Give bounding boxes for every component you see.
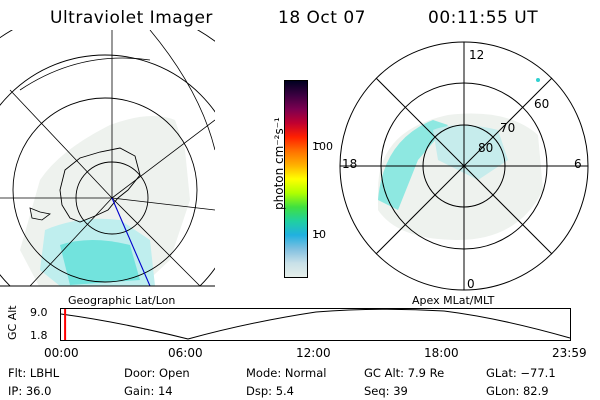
left-panel-label: Geographic Lat/Lon [68, 294, 176, 307]
timeline-ytick-min: 1.8 [30, 329, 48, 342]
dsp-value: 5.4 [275, 384, 294, 398]
colorbar [284, 80, 308, 278]
colorbar-tickmark [315, 233, 320, 234]
glon-value: 82.9 [522, 384, 549, 398]
timeline-ytick-max: 9.0 [30, 306, 48, 319]
gain-value: 14 [157, 384, 173, 398]
colorbar-tickmark [315, 143, 320, 144]
ip-value: 36.0 [25, 384, 52, 398]
mode-value: Normal [284, 366, 327, 380]
antarctica-outline [59, 147, 141, 223]
satellite-track-line [111, 197, 151, 286]
timeline-xtick-0600: 06:00 [168, 346, 203, 360]
image-time: 00:11:55 UT [428, 8, 539, 28]
lat-label-70: 70 [500, 121, 515, 135]
mlt-label-6: 6 [574, 157, 582, 171]
instrument-title: Ultraviolet Imager [50, 8, 213, 28]
current-time-marker [64, 309, 67, 340]
timeline-xtick-1200: 12:00 [296, 346, 331, 360]
glon-info: GLon: 82.9 [486, 384, 549, 398]
mlt-label-18: 18 [342, 157, 357, 171]
geographic-map [0, 30, 215, 287]
seq-value: 39 [393, 384, 408, 398]
altitude-curve [60, 308, 571, 340]
glat-value: −77.1 [520, 366, 556, 380]
filter-info: Flt: LBHL [8, 366, 60, 380]
lat-label-80: 80 [478, 141, 493, 155]
filter-value: LBHL [29, 366, 60, 380]
right-panel-label: Apex MLat/MLT [412, 294, 495, 307]
mlt-label-12: 12 [469, 48, 484, 62]
ip-info: IP: 36.0 [8, 384, 52, 398]
colorbar-tick-10: 10 [312, 228, 326, 241]
door-info: Door: Open [124, 366, 190, 380]
altitude-timeline [60, 308, 571, 341]
dsp-info: Dsp: 5.4 [246, 384, 294, 398]
gain-info: Gain: 14 [124, 384, 173, 398]
timeline-xtick-1800: 18:00 [424, 346, 459, 360]
colorbar-unit-label: photon cm⁻²s⁻¹ [272, 117, 286, 210]
mlt-label-0: 0 [467, 277, 475, 291]
glat-info: GLat: −77.1 [486, 366, 556, 380]
gcalt-value: 7.9 Re [407, 366, 445, 380]
seq-info: Seq: 39 [364, 384, 408, 398]
aurora-core [60, 240, 140, 285]
timeline-xtick-2359: 23:59 [552, 346, 587, 360]
gcalt-info: GC Alt: 7.9 Re [364, 366, 445, 380]
apex-polar-plot: 12 18 6 0 60 70 80 [339, 41, 589, 291]
door-value: Open [158, 366, 190, 380]
colorbar-gradient [285, 81, 307, 277]
lat-label-60: 60 [534, 97, 549, 111]
timeline-axis-label: GC Alt [6, 305, 19, 340]
colorbar-tick-100: 100 [312, 140, 333, 153]
peninsula-outline [29, 207, 51, 221]
timeline-xtick-0000: 00:00 [44, 346, 79, 360]
mode-info: Mode: Normal [246, 366, 327, 380]
image-date: 18 Oct 07 [278, 8, 366, 28]
